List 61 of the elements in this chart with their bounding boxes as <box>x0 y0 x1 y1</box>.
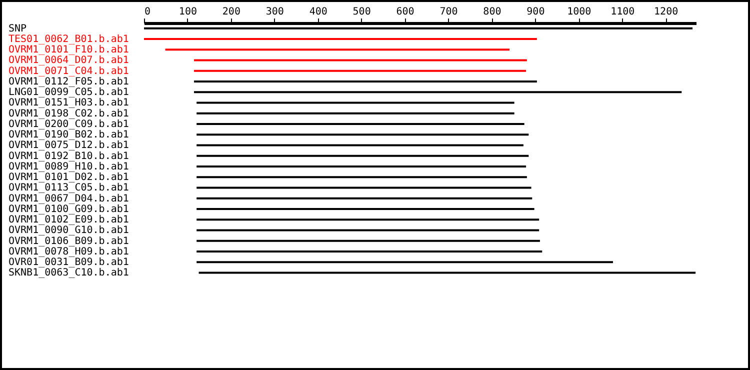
bar <box>198 272 696 274</box>
x-tick-label: 1200 <box>654 6 678 18</box>
y-tick-label: TES01_0062_B01.b.ab1 <box>8 34 129 45</box>
y-tick-label: OVRM1_0101_F10.b.ab1 <box>8 44 129 56</box>
bar <box>196 240 540 242</box>
x-tick-label: 400 <box>309 6 328 18</box>
bar <box>196 154 529 157</box>
y-tick-label: OVRM1_0090_G10.b.ab1 <box>8 225 129 236</box>
y-tick-label: OVRM1_0112_F05.b.ab1 <box>8 76 129 88</box>
x-tick-label: 500 <box>352 6 371 18</box>
y-tick-label: OVR01_0031_B09.b.ab1 <box>8 257 129 268</box>
y-tick-label: OVRM1_0102_E09.b.ab1 <box>8 214 129 226</box>
bar <box>144 38 537 40</box>
y-tick-label: OVRM1_0067_D04.b.ab1 <box>8 193 129 204</box>
bar <box>196 197 532 200</box>
bar <box>196 144 524 146</box>
y-tick-label: OVRM1_0151_H03.b.ab1 <box>8 98 129 109</box>
bar <box>196 261 613 264</box>
y-tick-label: OVRM1_0192_B10.b.ab1 <box>8 150 129 162</box>
bar <box>196 176 527 178</box>
y-tick-label: OVRM1_0200_C09.b.ab1 <box>8 118 129 130</box>
bar <box>196 122 524 125</box>
bar <box>196 208 534 210</box>
x-tick-label: 900 <box>526 6 545 18</box>
y-tick-label: OVRM1_0106_B09.b.ab1 <box>8 236 129 247</box>
bar <box>194 59 527 62</box>
bar <box>194 70 526 72</box>
y-tick-label: OVRM1_0078_H09.b.ab1 <box>8 246 129 258</box>
x-tick-label: 800 <box>483 6 502 18</box>
y-tick-label: SNP <box>8 23 27 34</box>
y-tick-label: OVRM1_0101_D02.b.ab1 <box>8 172 129 184</box>
bar <box>196 134 529 136</box>
bar <box>196 218 540 221</box>
bar <box>196 102 514 104</box>
x-tick-label: 1100 <box>610 6 635 18</box>
x-tick-label: 200 <box>222 6 240 18</box>
bar <box>196 229 540 232</box>
bar <box>196 112 514 114</box>
x-tick-label: 700 <box>440 6 458 18</box>
x-tick-label: 100 <box>178 6 197 18</box>
x-tick-label: 300 <box>266 6 284 18</box>
bar <box>196 250 542 252</box>
y-tick-label: OVRM1_0064_D07.b.ab1 <box>8 55 129 66</box>
bar <box>165 48 510 51</box>
bar <box>194 80 537 82</box>
y-tick-label: OVRM1_0089_H10.b.ab1 <box>8 161 129 172</box>
y-tick-label: OVRM1_0113_C05.b.ab1 <box>8 182 129 194</box>
bar <box>194 91 682 94</box>
y-tick-label: LNG01_0099_C05.b.ab1 <box>8 87 129 98</box>
y-tick-label: OVRM1_0071_C04.b.ab1 <box>8 66 129 77</box>
x-tick-label: 0 <box>144 6 151 18</box>
y-tick-label: OVRM1_0100_G09.b.ab1 <box>8 204 129 215</box>
bar <box>196 165 526 168</box>
y-tick-label: OVRM1_0075_D12.b.ab1 <box>8 140 129 152</box>
y-tick-label: SKNB1_0063_C10.b.ab1 <box>8 268 129 279</box>
x-tick-label: 1000 <box>567 6 592 18</box>
bar <box>196 186 532 189</box>
y-tick-label: OVRM1_0198_C02.b.ab1 <box>8 108 129 120</box>
x-tick-label: 600 <box>396 6 414 18</box>
bar <box>144 27 693 30</box>
y-tick-label: OVRM1_0190_B02.b.ab1 <box>8 130 129 141</box>
